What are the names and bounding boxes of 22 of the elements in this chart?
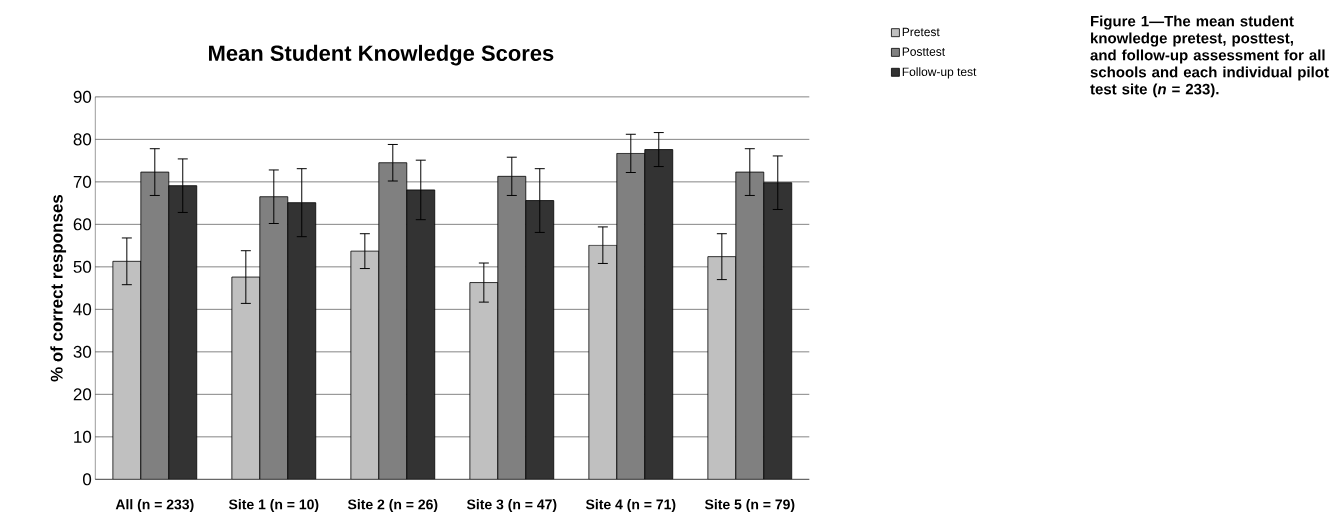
y-tick-label: 80	[73, 133, 92, 146]
chart-title: Mean Student Knowledge Scores	[209, 44, 554, 66]
y-tick-label: 10	[74, 430, 92, 443]
y-tick-label: 0	[83, 473, 92, 486]
y-axis-title: % of correct responses	[50, 194, 67, 382]
caption: Figure 1—The mean student knowledge pretest, posttest, and follow-up assessment for all schools and each individual pilot test site (n = 233).	[1090, 15, 1329, 98]
x-tick-label: Site 1 (n = 10)	[228, 498, 319, 512]
x-tick-label: Site 2 (n = 26)	[347, 498, 438, 512]
x-tick-label: Site 5 (n = 79)	[704, 498, 795, 512]
y-tick-label: 60	[73, 218, 92, 231]
y-tick-label: 40	[73, 303, 92, 316]
y-tick-label: 50	[73, 260, 92, 273]
x-tick-label: Site 3 (n = 47)	[466, 498, 557, 512]
x-tick-label: Site 4 (n = 71)	[585, 498, 676, 512]
legend-label: Pretest	[902, 27, 940, 36]
y-tick-label: 20	[73, 388, 92, 401]
legend-label: Follow-up test	[902, 67, 977, 79]
y-tick-label: 70	[73, 175, 92, 188]
legend-label: Posttest	[902, 47, 946, 56]
y-tick-label: 30	[73, 345, 92, 358]
y-tick-label: 90	[73, 90, 92, 103]
x-tick-label: All (n = 233)	[115, 498, 194, 512]
